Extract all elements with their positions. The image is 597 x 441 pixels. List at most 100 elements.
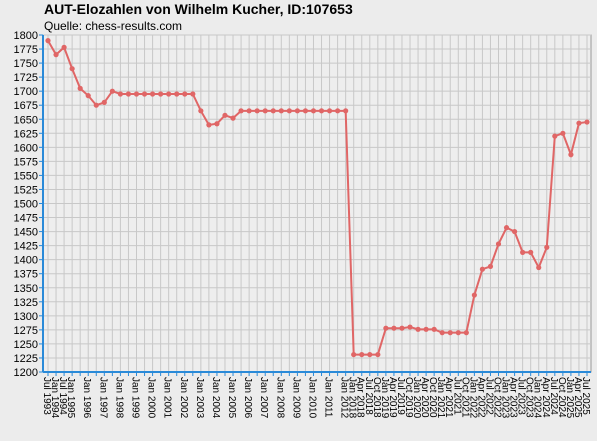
x-tick-label: Jan 2003 bbox=[194, 377, 205, 419]
point bbox=[294, 108, 300, 114]
x-tick-label: Jan 2011 bbox=[323, 377, 334, 418]
x-tick-label: Jan 2007 bbox=[258, 377, 269, 419]
y-tick-label: 1300 bbox=[14, 311, 38, 323]
x-tick-label: Jul 2025 bbox=[580, 377, 591, 415]
point bbox=[93, 102, 99, 108]
x-tick-label: Oct 2024 bbox=[556, 377, 567, 418]
x-tick-label: Apr 2024 bbox=[540, 377, 551, 418]
x-tick-label: Jan 1997 bbox=[97, 377, 108, 419]
y-tick-label: 1500 bbox=[14, 199, 38, 211]
point bbox=[69, 66, 75, 72]
x-tick-label: Oct 2023 bbox=[524, 377, 535, 418]
x-tick-label: Jan 2020 bbox=[411, 377, 422, 419]
y-tick-label: 1400 bbox=[14, 255, 38, 267]
x-tick-label: Apr 2022 bbox=[475, 377, 486, 418]
point bbox=[158, 91, 164, 97]
x-tick-label: Jan 2021 bbox=[435, 377, 446, 419]
point bbox=[318, 108, 325, 114]
point bbox=[584, 119, 590, 125]
point bbox=[61, 44, 67, 50]
y-tick-label: 1650 bbox=[14, 114, 38, 126]
point bbox=[479, 266, 486, 272]
y-tick-label: 1250 bbox=[14, 339, 38, 351]
x-tick-label: Jul 2024 bbox=[548, 377, 559, 415]
x-tick-label: Jul 1993 bbox=[41, 377, 52, 415]
x-tick-label: Oct 2018 bbox=[371, 377, 382, 418]
point bbox=[270, 108, 276, 114]
point bbox=[286, 108, 292, 114]
point bbox=[214, 121, 220, 127]
point bbox=[383, 325, 389, 331]
x-tick-label: Jan 2004 bbox=[210, 377, 221, 419]
point bbox=[230, 115, 236, 121]
x-tick-label: Apr 2020 bbox=[419, 377, 430, 418]
point bbox=[576, 120, 582, 126]
y-tick-label: 1475 bbox=[14, 213, 38, 225]
y-tick-label: 1325 bbox=[14, 297, 38, 309]
y-tick-label: 1425 bbox=[14, 241, 38, 253]
x-tick-label: Jul 2018 bbox=[363, 377, 374, 415]
x-tick-label: Jan 2005 bbox=[226, 377, 237, 419]
point bbox=[182, 91, 188, 97]
point bbox=[166, 91, 172, 97]
x-tick-label: Jan 2019 bbox=[379, 377, 390, 419]
point bbox=[463, 330, 469, 336]
x-tick-label: Jan 1998 bbox=[113, 377, 124, 419]
x-tick-label: Jan 2022 bbox=[467, 377, 478, 419]
y-tick-label: 1700 bbox=[14, 86, 38, 98]
x-tick-label: Oct 2020 bbox=[427, 377, 438, 418]
y-tick-label: 1600 bbox=[14, 142, 38, 154]
x-tick-label: Oct 2022 bbox=[492, 377, 503, 418]
x-tick-label: Jan 1995 bbox=[65, 377, 76, 419]
point bbox=[141, 91, 148, 97]
y-tick-label: 1525 bbox=[14, 184, 38, 196]
point bbox=[552, 133, 558, 139]
point bbox=[511, 228, 518, 235]
x-tick-label: Jan 2002 bbox=[178, 377, 189, 419]
x-tick-label: Jan 2018 bbox=[347, 377, 358, 419]
x-tick-label: Jul 1994 bbox=[57, 377, 68, 415]
y-tick-label: 1750 bbox=[14, 58, 38, 70]
x-tick-label: Jan 2010 bbox=[306, 377, 317, 419]
point bbox=[447, 330, 453, 336]
x-tick-label: Oct 2019 bbox=[403, 377, 414, 418]
x-tick-label: Jan 2025 bbox=[564, 377, 575, 419]
x-tick-label: Jan 2009 bbox=[290, 377, 301, 419]
point bbox=[85, 93, 91, 99]
y-tick-label: 1675 bbox=[14, 100, 38, 112]
point bbox=[375, 351, 381, 358]
point bbox=[335, 108, 341, 114]
point bbox=[359, 351, 365, 358]
x-tick-label: Jan 1996 bbox=[81, 377, 92, 419]
point bbox=[254, 108, 260, 114]
point bbox=[109, 88, 115, 94]
y-tick-label: 1450 bbox=[14, 227, 38, 239]
point bbox=[125, 91, 132, 97]
y-tick-label: 1350 bbox=[14, 283, 38, 295]
point bbox=[367, 351, 373, 358]
point bbox=[495, 241, 502, 247]
y-tick-label: 1775 bbox=[14, 44, 38, 56]
point bbox=[415, 326, 421, 332]
point bbox=[133, 91, 140, 97]
point bbox=[310, 108, 317, 114]
x-tick-label: Jan 2006 bbox=[242, 377, 253, 419]
point bbox=[407, 324, 413, 330]
point bbox=[343, 108, 349, 114]
point bbox=[351, 351, 357, 358]
x-tick-label: Jan 1999 bbox=[129, 377, 140, 419]
point bbox=[439, 330, 445, 336]
x-tick-label: Jan 2008 bbox=[274, 377, 285, 419]
x-tick-label: Oct 2021 bbox=[459, 377, 470, 418]
chart-title: AUT-Elozahlen von Wilhelm Kucher, ID:107… bbox=[44, 1, 353, 17]
point bbox=[190, 91, 196, 97]
point bbox=[391, 325, 397, 331]
y-tick-label: 1375 bbox=[14, 269, 38, 281]
point bbox=[568, 152, 574, 158]
y-tick-label: 1800 bbox=[14, 30, 38, 42]
x-tick-label: Jul 2021 bbox=[451, 377, 462, 415]
x-tick-label: Jan 2001 bbox=[162, 377, 173, 419]
point bbox=[544, 244, 550, 250]
